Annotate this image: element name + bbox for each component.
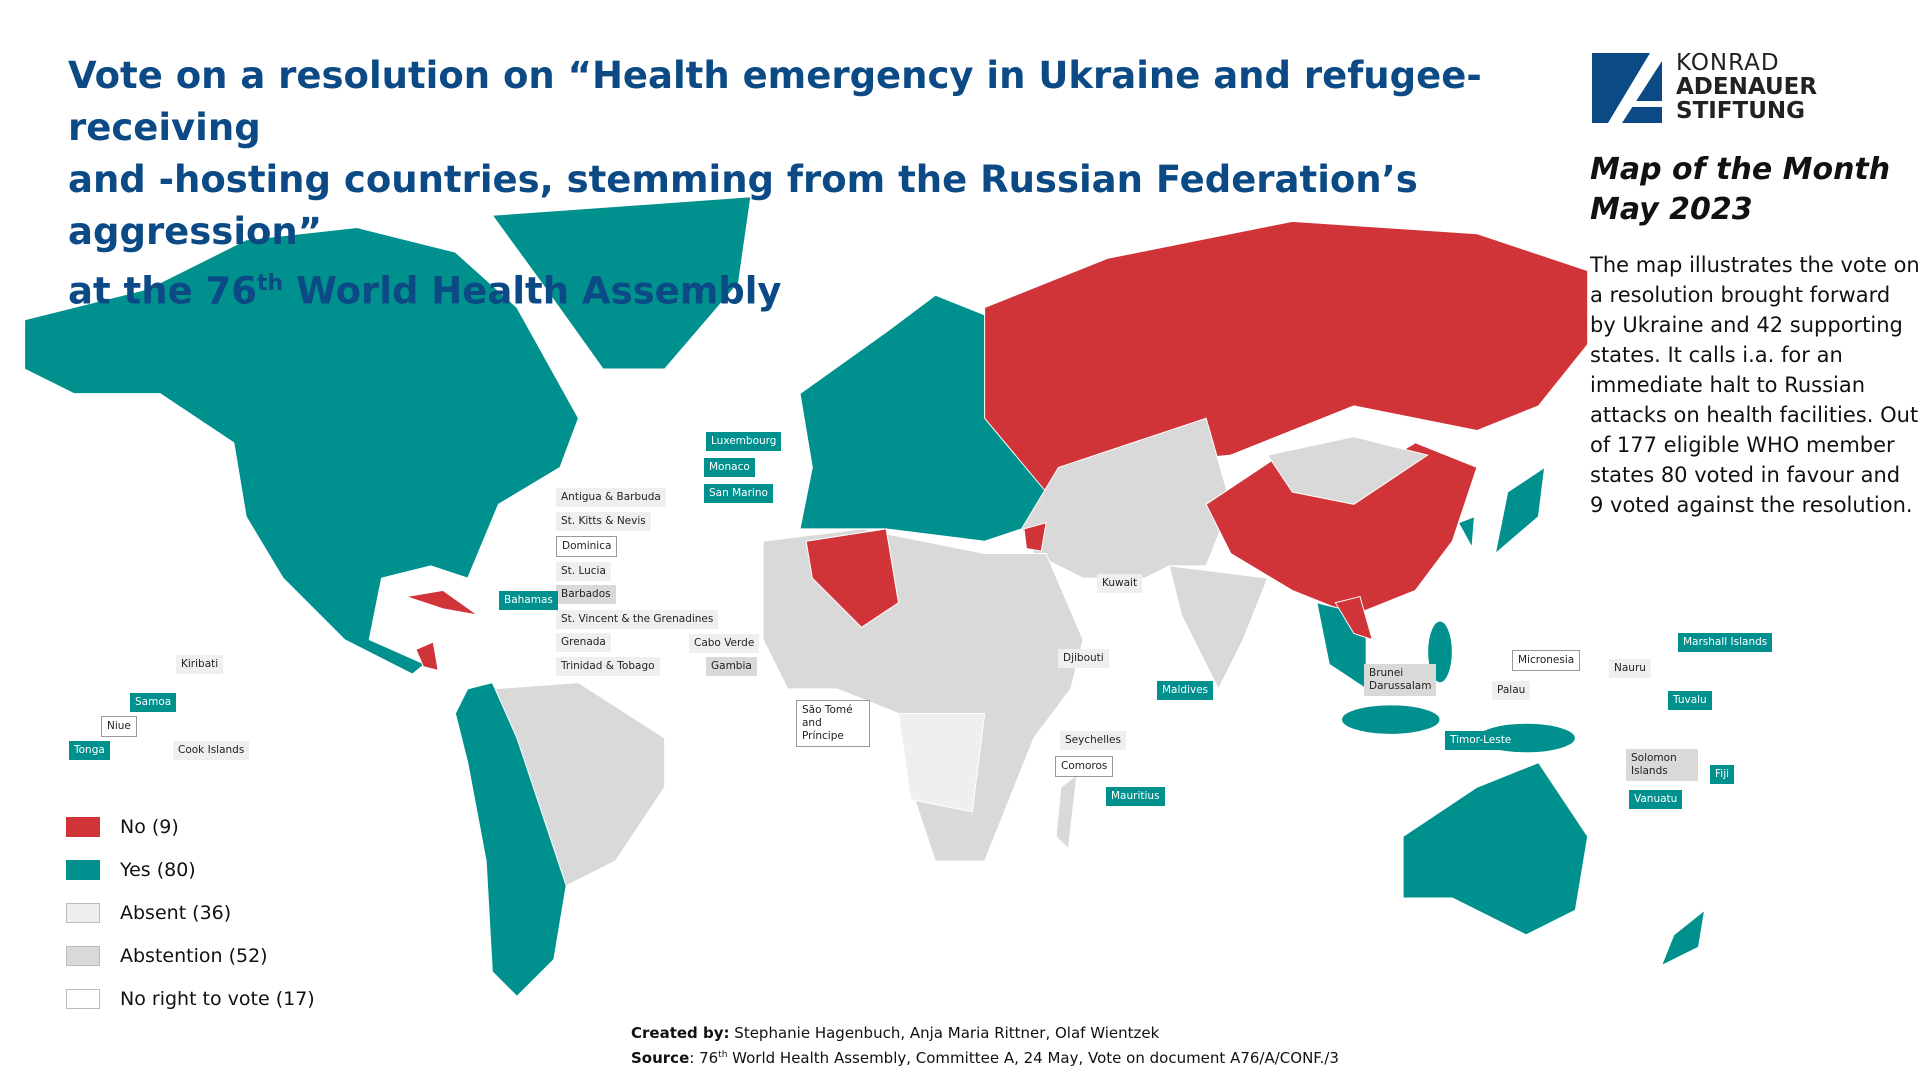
country-label: Niue [101,716,137,737]
country-label: Grenada [556,633,611,652]
region-nicaragua [415,641,439,672]
country-label: São Tomé and Príncipe [796,700,870,747]
source-label: Source [631,1049,690,1067]
country-label: St. Vincent & the Grenadines [556,610,719,629]
title-line-3-pre: at the 76 [68,269,258,313]
country-label: St. Kitts & Nevis [556,512,651,531]
legend-swatch [66,988,100,1009]
heading-date: May 2023 [1590,192,1753,227]
country-label: Barbados [556,585,616,604]
description-text: The map illustrates the vote on a resolu… [1590,253,1920,517]
region-africa-absent [897,712,986,813]
legend-item-no_right: No right to vote (17) [66,977,315,1020]
country-label: Trinidad & Tobago [556,657,660,676]
region-south-america-yes [454,682,567,998]
country-label: Cabo Verde [689,634,760,653]
country-label: Monaco [704,458,755,477]
created-by-label: Created by: [631,1024,730,1042]
legend-label: No (9) [120,815,179,838]
footer-credits: Created by: Stephanie Hagenbuch, Anja Ma… [631,1022,1339,1069]
region-japan [1494,466,1546,555]
country-label: St. Lucia [556,562,611,581]
country-label: Solomon Islands [1626,749,1698,781]
country-label: Bahamas [499,591,558,610]
logo-text-stiftung: STIFTUNG [1676,98,1806,124]
country-label: Tonga [69,741,110,760]
region-africa [762,528,1084,862]
country-label: Timor-Leste [1445,731,1517,750]
country-label: Mauritius [1106,787,1165,806]
title-line-3: at the 76th World Health Assembly [68,258,1538,317]
country-label: Cook Islands [173,741,250,760]
country-label: Kuwait [1097,574,1143,593]
country-label: Vanuatu [1629,790,1683,809]
legend-item-abstention: Abstention (52) [66,934,315,977]
country-label: Marshall Islands [1678,633,1773,652]
legend-label: Yes (80) [120,858,196,881]
country-label: San Marino [704,484,773,503]
title-line-1: Vote on a resolution on “Health emergenc… [68,54,1482,149]
country-label: Kiribati [176,655,224,674]
country-label: Seychelles [1060,731,1126,750]
country-label: Palau [1492,681,1531,700]
region-india [1168,565,1269,690]
created-by-value: Stephanie Hagenbuch, Anja Maria Rittner,… [729,1024,1160,1042]
region-korea [1457,515,1476,550]
country-label: Tuvalu [1668,691,1712,710]
country-label: Maldives [1157,681,1214,700]
logo-text-konrad: KONRAD [1676,50,1780,76]
kas-logo: KONRAD ADENAUER STIFTUNG [1592,50,1822,125]
region-indonesia [1341,704,1441,735]
region-cuba [405,589,478,616]
region-mongolia [1266,436,1429,505]
legend-swatch [66,816,100,837]
legend-item-absent: Absent (36) [66,891,315,934]
logo-text-adenauer: ADENAUER [1676,74,1818,100]
country-label: Samoa [130,693,177,712]
country-label: Gambia [706,657,757,676]
legend-swatch [66,859,100,880]
country-label: Dominica [556,536,618,557]
legend-item-yes: Yes (80) [66,848,315,891]
source-superscript: th [718,1050,728,1060]
title-superscript: th [257,271,284,296]
region-madagascar [1055,773,1078,850]
region-new-zealand [1660,909,1706,967]
region-greenland [491,196,752,370]
legend: No (9) Yes (80) Absent (36) Abstention (52)… [66,805,315,1020]
region-north-america [24,227,580,675]
source-pre: : 76 [689,1049,719,1067]
heading-map-of-month: Map of the Month [1590,152,1891,187]
country-label: Micronesia [1512,650,1581,671]
legend-item-no: No (9) [66,805,315,848]
region-australia [1402,762,1589,936]
country-label: Luxembourg [706,432,782,451]
country-label: Fiji [1710,765,1735,784]
map-of-the-month-heading: Map of the Month May 2023 [1590,150,1890,230]
country-label: Antigua & Barbuda [556,488,666,507]
legend-swatch [66,902,100,923]
title-line-2: and -hosting countries, stemming from th… [68,158,1418,253]
country-label: Comoros [1055,756,1114,777]
legend-label: No right to vote (17) [120,987,315,1010]
logo-mark-icon [1592,53,1662,123]
legend-label: Abstention (52) [120,944,268,967]
title-line-3-post: World Health Assembly [283,269,782,313]
legend-label: Absent (36) [120,901,232,924]
map-title: Vote on a resolution on “Health emergenc… [68,50,1538,317]
source-line: Source: 76th World Health Assembly, Comm… [631,1044,1339,1069]
legend-swatch [66,945,100,966]
created-by-line: Created by: Stephanie Hagenbuch, Anja Ma… [631,1022,1339,1044]
country-label: Djibouti [1058,649,1109,668]
region-syria [1023,522,1047,552]
country-label: Brunei Darussalam [1364,664,1436,696]
source-post: World Health Assembly, Committee A, 24 M… [727,1049,1339,1067]
region-algeria [805,528,899,628]
country-label: Nauru [1609,659,1651,678]
region-laos-vietnam [1334,595,1374,641]
